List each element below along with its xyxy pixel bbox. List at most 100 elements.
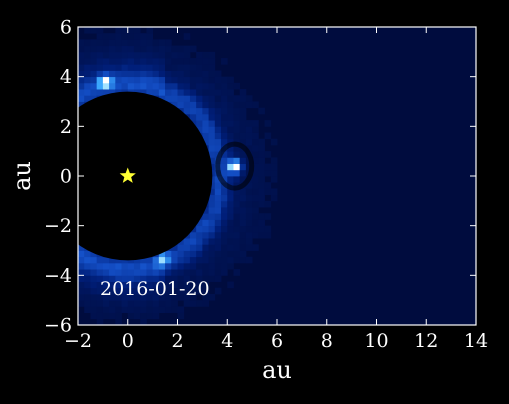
image-pixel (158, 51, 166, 59)
image-pixel (127, 45, 135, 53)
image-pixel (202, 225, 209, 233)
image-pixel (189, 238, 197, 245)
image-pixel (133, 45, 141, 53)
image-pixel (227, 76, 234, 84)
image-pixel (121, 287, 129, 295)
image-pixel (152, 287, 160, 295)
image-pixel (121, 275, 129, 282)
image-pixel (227, 219, 234, 227)
image-pixel (102, 76, 110, 84)
image-pixel (227, 157, 234, 164)
image-pixel (208, 113, 216, 121)
image-pixel (171, 281, 178, 289)
image-pixel (177, 89, 185, 96)
image-pixel (214, 188, 222, 196)
image-pixel (214, 176, 222, 183)
image-pixel (146, 45, 154, 53)
image-pixel (239, 250, 247, 258)
image-pixel (202, 64, 209, 71)
image-pixel (189, 293, 197, 301)
image-pixel (202, 207, 209, 214)
image-pixel (177, 269, 185, 276)
image-pixel (127, 82, 135, 90)
star-layer (119, 167, 136, 183)
image-pixel (158, 293, 166, 301)
image-pixel (140, 64, 147, 71)
image-pixel (78, 275, 85, 282)
image-pixel (152, 89, 160, 96)
image-pixel (196, 101, 203, 109)
image-pixel (221, 225, 228, 233)
image-pixel (233, 225, 241, 233)
image-pixel (208, 51, 216, 59)
image-pixel (84, 70, 91, 78)
image-pixel (171, 275, 178, 282)
image-pixel (264, 151, 272, 158)
image-pixel (133, 300, 141, 307)
image-pixel (90, 306, 98, 313)
image-pixel (133, 51, 141, 59)
image-pixel (189, 89, 197, 96)
image-pixel (202, 231, 209, 239)
image-pixel (208, 293, 216, 301)
image-pixel (252, 126, 259, 133)
image-pixel (171, 51, 178, 59)
image-pixel (127, 58, 135, 65)
image-pixel (90, 256, 98, 264)
image-pixel (183, 70, 191, 78)
image-pixel (233, 107, 241, 115)
image-pixel (177, 58, 185, 65)
image-pixel (245, 213, 253, 220)
image-pixel (239, 169, 247, 177)
image-pixel (165, 275, 172, 282)
image-pixel (152, 256, 160, 264)
image-pixel (102, 293, 110, 301)
image-pixel (90, 82, 98, 90)
image-pixel (189, 45, 197, 53)
image-pixel (96, 281, 104, 289)
image-pixel (171, 82, 178, 90)
image-pixel (109, 89, 116, 96)
image-pixel (239, 89, 247, 96)
image-pixel (189, 64, 197, 71)
image-pixel (109, 39, 116, 47)
image-pixel (102, 45, 110, 53)
image-pixel (121, 306, 129, 313)
image-pixel (152, 293, 160, 301)
image-pixel (177, 293, 185, 301)
image-pixel (202, 89, 209, 96)
image-pixel (96, 262, 104, 270)
image-pixel (146, 82, 154, 90)
image-pixel (84, 256, 91, 264)
image-pixel (214, 275, 222, 282)
image-pixel (140, 256, 147, 264)
x-tick-label: 12 (414, 330, 438, 352)
image-pixel (245, 238, 253, 245)
x-tick-label: 14 (464, 330, 488, 352)
x-tick-label: 0 (122, 330, 134, 352)
image-pixel (270, 138, 278, 146)
image-pixel (177, 70, 185, 78)
image-pixel (239, 132, 247, 140)
image-pixel (202, 113, 209, 121)
image-pixel (245, 182, 253, 189)
image-pixel (146, 33, 154, 40)
y-tick-label: 6 (60, 17, 72, 39)
image-pixel (171, 95, 178, 102)
image-pixel (102, 256, 110, 264)
image-pixel (90, 58, 98, 65)
image-pixel (127, 51, 135, 59)
image-pixel (171, 300, 178, 307)
image-pixel (221, 163, 228, 171)
image-pixel (158, 287, 166, 295)
image-pixel (233, 207, 241, 214)
image-pixel (221, 219, 228, 227)
image-pixel (109, 281, 116, 289)
image-pixel (233, 95, 241, 102)
image-pixel (102, 281, 110, 289)
image-pixel (239, 176, 247, 183)
image-pixel (214, 76, 222, 84)
image-pixel (252, 219, 259, 227)
image-pixel (227, 144, 234, 152)
image-pixel (208, 58, 216, 65)
